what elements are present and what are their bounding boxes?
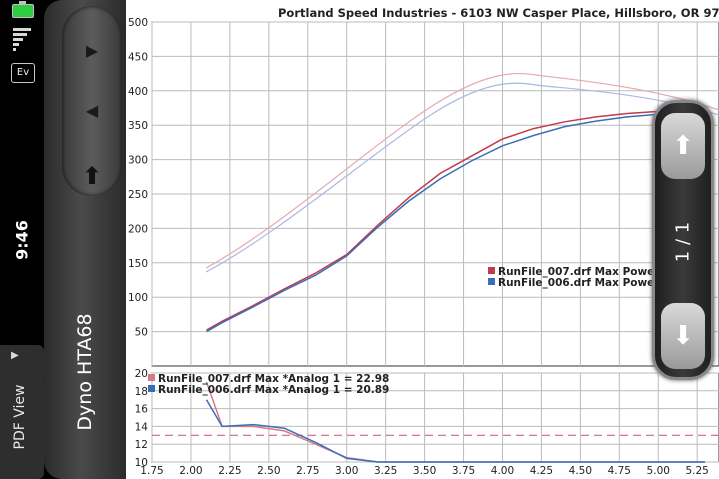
x-tick-label: 1.75	[140, 465, 163, 477]
x-tick-label: 4.50	[569, 465, 592, 477]
view-menu-button[interactable]	[0, 345, 44, 479]
analog-legend-swatch	[148, 374, 155, 381]
top-y-tick-label: 150	[128, 258, 148, 270]
x-tick-label: 4.00	[491, 465, 514, 477]
bottom-y-tick-label: 14	[135, 421, 149, 433]
forward-icon[interactable]: ▶	[85, 41, 99, 60]
page-indicator: 1 / 1	[672, 221, 694, 263]
x-tick-label: 5.25	[685, 465, 708, 477]
side-panel: ▶ ◀ ⬆	[44, 0, 126, 479]
navigation-pill: ▶ ◀ ⬆	[62, 6, 122, 196]
battery-icon	[12, 1, 34, 18]
analog-legend-label: RunFile_006.drf Max *Analog 1 = 20.89	[158, 384, 389, 396]
x-tick-label: 2.25	[218, 465, 241, 477]
analog-legend-label: RunFile_007.drf Max *Analog 1 = 22.98	[158, 373, 389, 385]
faint-trace-blue	[205, 82, 719, 273]
x-tick-label: 2.75	[296, 465, 319, 477]
x-tick-label: 2.50	[257, 465, 280, 477]
bottom-y-tick-label: 12	[135, 439, 148, 451]
top-y-tick-label: 300	[128, 155, 148, 167]
power-legend-swatch	[488, 278, 495, 285]
document-title: Dyno HTA68	[74, 313, 96, 431]
pdf-document[interactable]: 1.75 2.00 2.25 2.50 2.75 3.00 3.25 3.50 3.75 4.00…	[126, 0, 719, 479]
bottom-y-tick-label: 20	[135, 368, 148, 380]
x-tick-label: 3.25	[374, 465, 397, 477]
analog-legend-swatch	[148, 385, 155, 392]
top-y-tick-label: 100	[128, 292, 148, 304]
x-tick-label: 4.25	[530, 465, 553, 477]
x-tick-label: 2.00	[179, 465, 202, 477]
signal-icon	[13, 28, 33, 52]
top-y-tick-label: 500	[128, 17, 148, 29]
x-tick-label: 3.50	[413, 465, 436, 477]
back-icon[interactable]: ◀	[85, 101, 99, 120]
page-down-button[interactable]: ⬇	[661, 303, 705, 369]
document-header: Portland Speed Industries - 6103 NW Casp…	[278, 6, 719, 20]
bottom-y-tick-label: 10	[135, 457, 148, 469]
page-up-button[interactable]: ⬆	[661, 113, 705, 179]
analog-series-line-2	[205, 399, 705, 463]
x-tick-label: 5.00	[647, 465, 670, 477]
bottom-y-tick-label: 18	[135, 386, 148, 398]
faint-trace-red	[205, 72, 719, 269]
x-tick-label: 3.75	[452, 465, 475, 477]
top-y-tick-label: 200	[128, 223, 148, 235]
bottom-y-tick-label: 16	[135, 404, 149, 416]
clock: 9:46	[12, 220, 32, 260]
chevron-down-icon: ▶	[11, 350, 19, 361]
ev-badge-icon: Ev	[11, 63, 35, 83]
power-legend-swatch	[488, 267, 495, 274]
up-arrow-icon[interactable]: ⬆	[81, 162, 103, 190]
power-series-line-2	[206, 109, 706, 333]
x-tick-label: 4.75	[608, 465, 631, 477]
top-y-tick-label: 450	[128, 51, 148, 63]
dyno-chart: 1.75 2.00 2.25 2.50 2.75 3.00 3.25 3.50 3.75 4.00…	[128, 17, 719, 477]
x-tick-label: 3.00	[335, 465, 358, 477]
view-menu-label: PDF View	[12, 384, 28, 450]
top-y-tick-label: 50	[135, 327, 148, 339]
top-y-tick-label: 350	[128, 120, 148, 132]
power-series-line-1	[206, 109, 706, 331]
top-y-tick-label: 250	[128, 189, 148, 201]
page-navigator: ⬆ 1 / 1 ⬇	[652, 100, 714, 380]
top-y-tick-label: 400	[128, 86, 148, 98]
